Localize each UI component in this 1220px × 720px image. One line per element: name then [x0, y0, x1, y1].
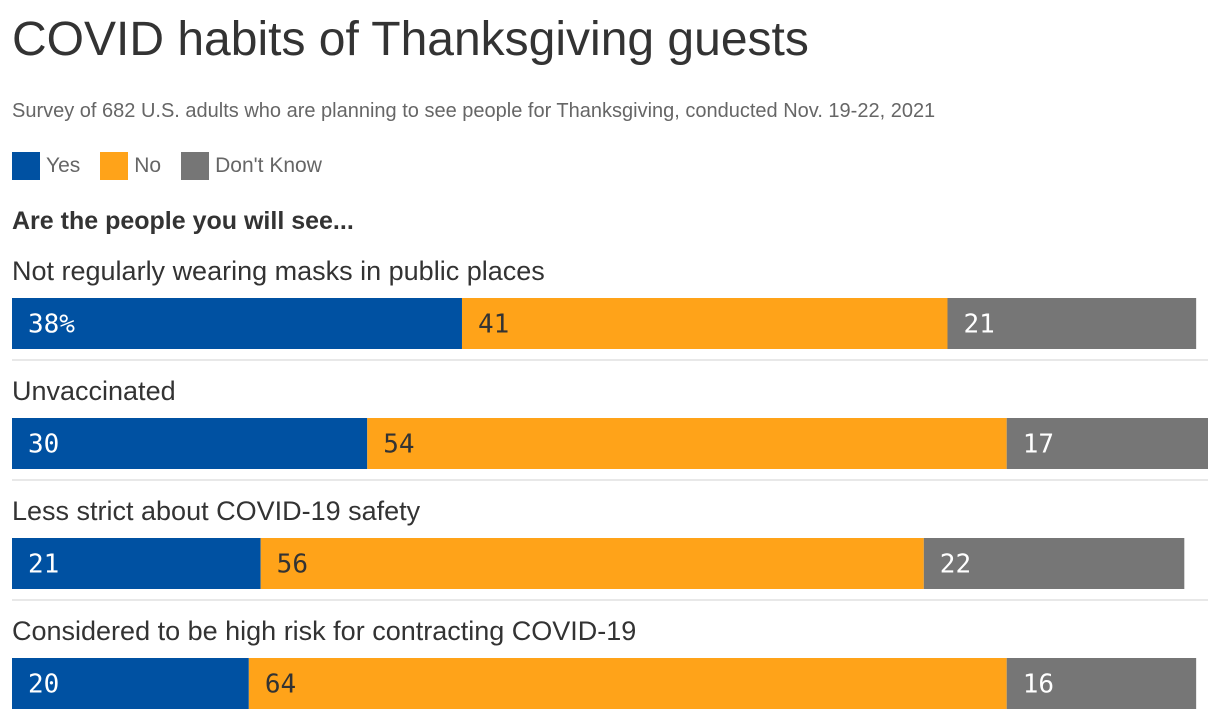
legend-item-dont-know: Don't Know: [181, 152, 322, 180]
value-label-no-4: 64: [265, 670, 296, 700]
bar-yes-2: [12, 418, 368, 469]
value-label-yes-3: 21: [28, 550, 59, 580]
value-label-don-t-know-1: 21: [963, 310, 994, 340]
legend-label-dont-know: Don't Know: [215, 154, 322, 177]
legend-swatch-no: [100, 152, 129, 180]
value-label-no-2: 54: [383, 430, 414, 460]
bar-no-3: [260, 538, 924, 589]
value-label-no-1: 41: [478, 310, 509, 340]
value-label-no-3: 56: [277, 550, 308, 580]
category-label-considered-to-be-high-risk-for-contracting-covid-19: Considered to be high risk for contracti…: [12, 616, 636, 646]
value-label-don-t-know-3: 22: [940, 550, 971, 580]
bar-yes-4: [12, 658, 249, 709]
legend-label-no: No: [134, 154, 162, 177]
bar-no-2: [367, 418, 1007, 469]
category-label-unvaccinated: Unvaccinated: [12, 376, 176, 406]
value-label-yes-4: 20: [28, 670, 59, 700]
bar-don-t-know-1: [947, 298, 1197, 349]
legend: Yes No Don't Know: [12, 152, 342, 180]
value-label-don-t-know-2: 17: [1023, 430, 1054, 460]
legend-label-yes: Yes: [46, 154, 81, 177]
legend-swatch-yes: [12, 152, 40, 180]
legend-item-no: No: [100, 152, 161, 180]
value-label-yes-2: 30: [28, 430, 59, 460]
question-heading: Are the people you will see...: [12, 207, 354, 235]
bar-yes-3: [12, 538, 261, 589]
bar-don-t-know-3: [923, 538, 1185, 589]
legend-swatch-dont-know: [181, 152, 210, 180]
bar-no-1: [461, 298, 948, 349]
category-label-less-strict-about-covid-19-safety: Less strict about COVID-19 safety: [12, 496, 421, 526]
chart-title: COVID habits of Thanksgiving guests: [12, 13, 809, 66]
bar-don-t-know-4: [1006, 658, 1197, 709]
legend-item-yes: Yes: [12, 152, 80, 180]
value-label-don-t-know-4: 16: [1023, 670, 1054, 700]
chart-subtitle: Survey of 682 U.S. adults who are planni…: [12, 100, 936, 122]
category-label-not-regularly-wearing-masks-in-public-places: Not regularly wearing masks in public pl…: [12, 256, 545, 286]
bar-yes-1: [12, 298, 462, 349]
bar-don-t-know-2: [1006, 418, 1208, 469]
bar-no-4: [248, 658, 1007, 709]
value-label-yes-1: 38%: [28, 310, 75, 340]
